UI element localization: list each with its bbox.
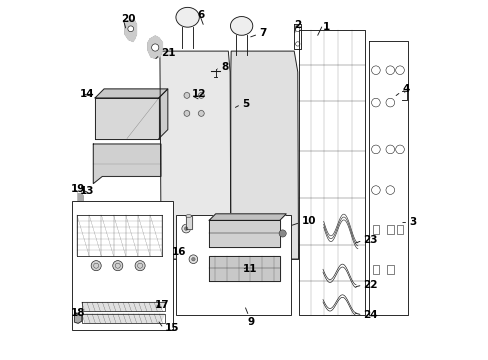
Ellipse shape [185,215,191,217]
Polygon shape [209,214,285,220]
Circle shape [198,111,204,116]
Text: 9: 9 [247,317,254,327]
Ellipse shape [230,17,252,35]
Polygon shape [78,194,83,203]
Circle shape [113,261,122,271]
Polygon shape [209,256,279,281]
Polygon shape [185,216,191,229]
Circle shape [184,227,187,230]
Text: 10: 10 [301,216,315,226]
Circle shape [151,44,159,51]
Circle shape [191,257,195,261]
Text: 20: 20 [121,14,136,24]
Circle shape [189,255,197,264]
Polygon shape [160,51,230,259]
Bar [372,265,378,274]
Bar [72,201,172,330]
Circle shape [91,261,101,271]
Text: 14: 14 [80,89,94,99]
Text: 24: 24 [363,310,377,320]
Polygon shape [95,98,159,139]
Text: 23: 23 [363,235,377,246]
Polygon shape [125,20,136,41]
Polygon shape [81,302,164,311]
Text: 3: 3 [408,217,416,228]
Circle shape [198,93,204,98]
Text: 11: 11 [242,264,257,274]
Text: 17: 17 [155,300,169,310]
Bar [176,215,291,315]
Ellipse shape [176,7,199,27]
Circle shape [183,93,189,98]
Polygon shape [159,89,167,139]
Polygon shape [75,313,81,323]
Polygon shape [230,51,298,259]
Polygon shape [93,144,161,184]
Text: 1: 1 [322,22,329,32]
Circle shape [135,261,145,271]
Bar [372,225,378,234]
Text: 4: 4 [401,84,409,94]
Polygon shape [81,314,164,323]
Text: 15: 15 [164,323,179,333]
Circle shape [279,230,285,237]
Text: 13: 13 [80,186,94,197]
Polygon shape [148,36,162,58]
Bar [386,225,393,234]
Text: 18: 18 [71,308,85,318]
Text: 5: 5 [242,99,249,109]
Polygon shape [209,220,279,247]
Bar [396,225,403,234]
Circle shape [127,26,133,32]
Text: 21: 21 [161,48,175,58]
Text: 12: 12 [192,89,206,99]
Text: 7: 7 [258,28,266,38]
Bar [386,265,393,274]
Text: 2: 2 [294,20,301,30]
Text: 8: 8 [221,62,228,72]
Circle shape [182,224,190,233]
Text: 16: 16 [171,247,186,257]
Text: 19: 19 [71,184,85,194]
Polygon shape [95,89,167,98]
Circle shape [183,111,189,116]
Text: 6: 6 [197,10,204,20]
Text: 22: 22 [363,280,377,290]
